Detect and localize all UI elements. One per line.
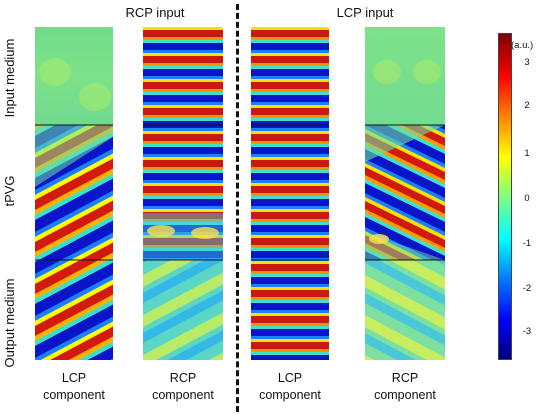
column-label-1-line1: LCP (61, 371, 87, 385)
column-label-4: RCP component (355, 370, 455, 404)
column-label-4-line2: component (374, 388, 436, 402)
header-rcp-input: RCP input (125, 5, 185, 20)
column-label-1-line2: component (43, 388, 105, 402)
colorbar-tick-minus-3: -3 (522, 326, 532, 337)
colorbar-tick-minus-2: -2 (522, 283, 532, 294)
column-label-3-line1: LCP (277, 371, 303, 385)
column-label-3-line2: component (259, 388, 321, 402)
row-label-input-medium: Input medium (2, 38, 17, 118)
colorbar-tick-minus-1: -1 (522, 238, 532, 249)
colorbar-tick-3: 3 (524, 57, 530, 68)
colorbar-tick-2: 2 (524, 100, 530, 111)
panel-rcp-input-rcp-component (143, 27, 223, 360)
column-label-2-line1: RCP (169, 371, 197, 385)
column-label-3: LCP component (240, 370, 340, 404)
column-label-2-line2: component (152, 388, 214, 402)
colorbar (498, 33, 512, 360)
panel-lcp-input-rcp-component (365, 27, 445, 360)
panel-rcp-input-lcp-component (35, 27, 113, 360)
colorbar-tick-1: 1 (524, 148, 530, 159)
colorbar-tick-0: 0 (524, 193, 530, 204)
colorbar-unit: (a.u.) (511, 40, 534, 51)
row-label-output-medium: Output medium (2, 278, 17, 368)
column-label-1: LCP component (24, 370, 124, 404)
header-lcp-input: LCP input (336, 5, 394, 20)
row-label-tpvg: tPVG (2, 175, 17, 207)
panel-lcp-input-lcp-component (251, 27, 329, 360)
dashed-divider (236, 4, 239, 412)
column-label-4-line1: RCP (391, 371, 419, 385)
column-label-2: RCP component (133, 370, 233, 404)
